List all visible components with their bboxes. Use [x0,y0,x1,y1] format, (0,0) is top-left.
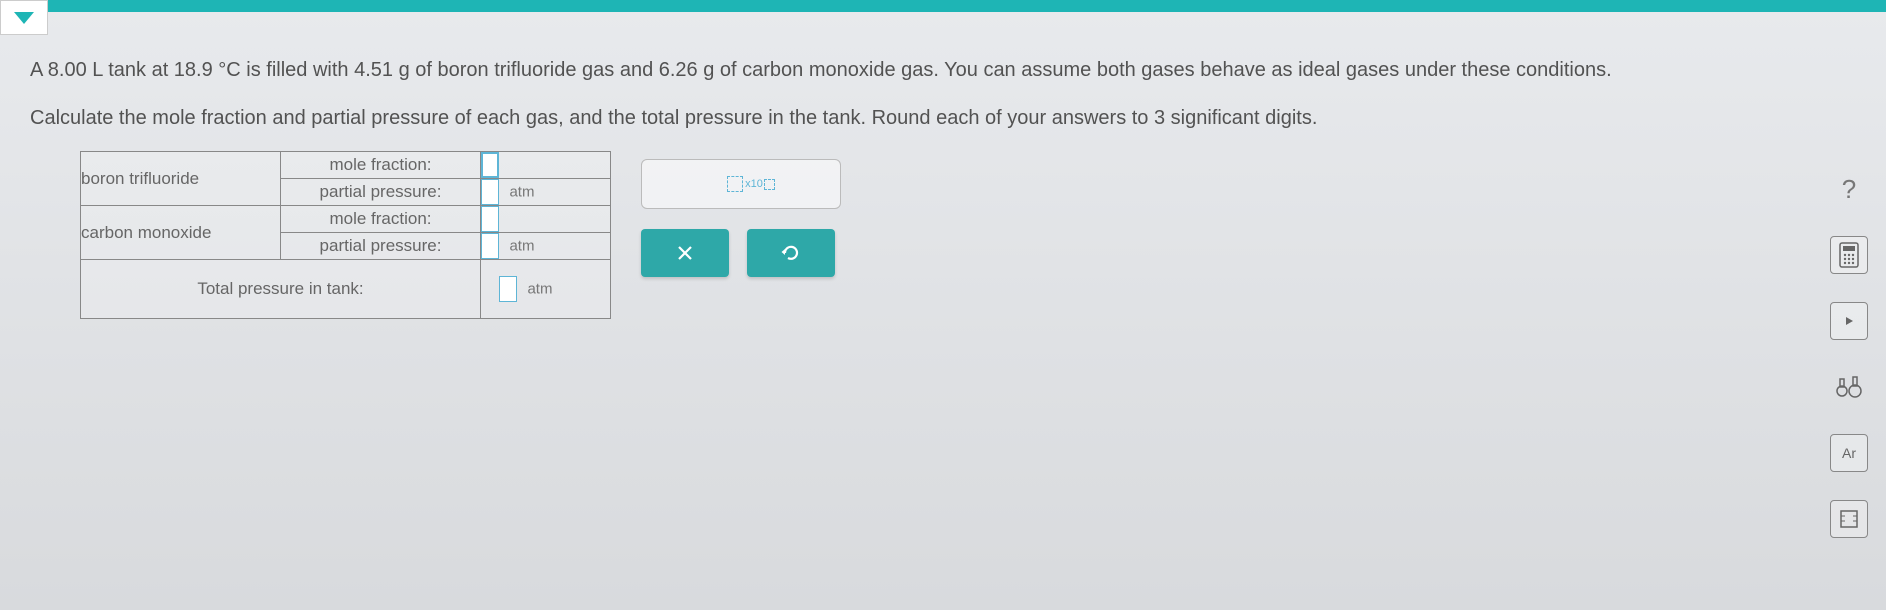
gas2-partialpressure-input[interactable] [481,233,499,259]
sci-mantissa-icon [727,176,743,192]
video-button[interactable] [1830,302,1868,340]
collapse-chevron[interactable] [0,0,48,35]
flask-icon [1834,375,1864,399]
problem-instruction: Calculate the mole fraction and partial … [30,103,1856,133]
ruler-button[interactable] [1830,500,1868,538]
gas1-label: boron trifluoride [81,152,281,206]
problem-statement: A 8.00 L tank at 18.9 °C is filled with … [30,55,1856,85]
total-pressure-label: Total pressure in tank: [81,260,481,319]
gas2-molefraction-input[interactable] [481,206,499,232]
chevron-down-icon [14,12,34,24]
tool-panel: x10 [641,159,841,277]
x-icon [676,244,694,262]
periodic-table-button[interactable]: Ar [1830,434,1868,472]
gas1-partialpressure-cell: atm [481,179,611,206]
gas1-partialpressure-unit: atm [509,184,534,201]
calculator-button[interactable] [1830,236,1868,274]
scientific-notation-button[interactable]: x10 [641,159,841,209]
measurement-button[interactable] [1830,368,1868,406]
gas1-partialpressure-label: partial pressure: [281,179,481,206]
reset-button[interactable] [747,229,835,277]
periodic-element-label: Ar [1842,445,1856,461]
sci-x10-label: x10 [745,178,763,190]
total-pressure-unit: atm [527,281,552,298]
top-accent-bar [0,0,1886,12]
gas2-partialpressure-label: partial pressure: [281,233,481,260]
gas1-partialpressure-input[interactable] [481,179,499,205]
calculator-icon [1838,242,1860,268]
gas1-molefraction-label: mole fraction: [281,152,481,179]
total-pressure-cell: atm [481,260,611,319]
gas2-partialpressure-cell: atm [481,233,611,260]
content-area: A 8.00 L tank at 18.9 °C is filled with … [0,0,1886,339]
gas1-molefraction-input[interactable] [481,152,499,178]
help-button[interactable]: ? [1830,170,1868,208]
gas2-molefraction-cell [481,206,611,233]
gas1-molefraction-cell [481,152,611,179]
ruler-icon [1838,508,1860,530]
gas2-molefraction-label: mole fraction: [281,206,481,233]
sci-exponent-icon [764,179,775,190]
action-buttons [641,229,841,277]
gas2-partialpressure-unit: atm [509,238,534,255]
clear-button[interactable] [641,229,729,277]
answer-table: boron trifluoride mole fraction: partial… [80,151,611,319]
undo-icon [781,243,801,263]
play-icon [1840,314,1858,328]
right-sidebar: ? Ar [1830,170,1868,538]
help-icon: ? [1842,174,1856,205]
gas2-label: carbon monoxide [81,206,281,260]
answer-row: boron trifluoride mole fraction: partial… [80,151,1856,319]
total-pressure-input[interactable] [499,276,517,302]
